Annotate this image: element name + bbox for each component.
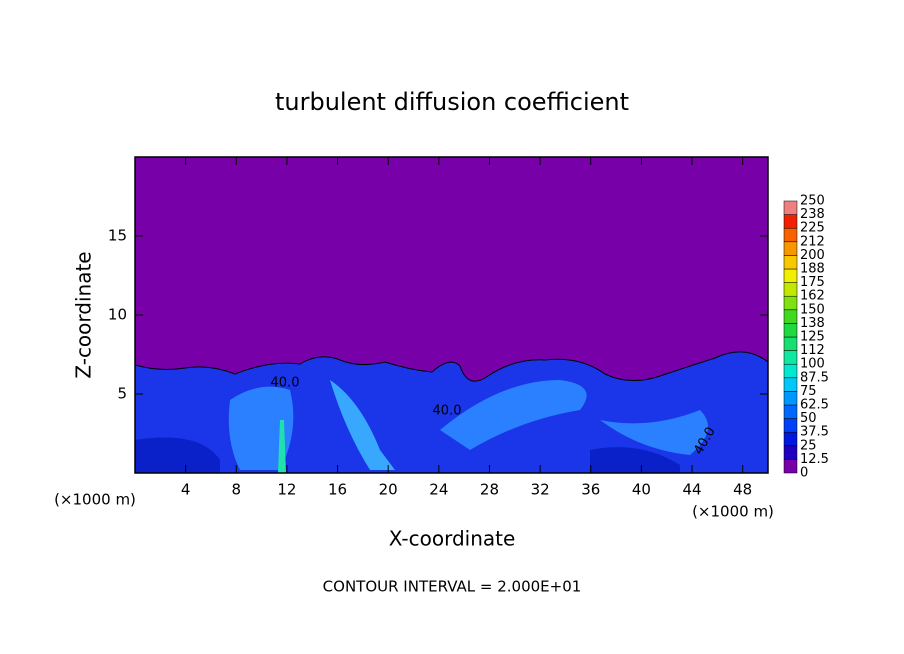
colorbar-label: 250: [800, 194, 825, 209]
colorbar-label: 62.5: [800, 398, 829, 413]
colorbar-label: 162: [800, 289, 825, 304]
x-tick-label: 16: [328, 481, 347, 499]
colorbar-label: 112: [800, 343, 825, 358]
x-tick-label: 28: [480, 481, 499, 499]
y-tick-label: 15: [108, 227, 127, 245]
x-tick-label: 4: [181, 481, 191, 499]
y-tick-label: 5: [117, 385, 127, 403]
colorbar-box: [783, 336, 798, 351]
colorbar-box: [783, 323, 798, 338]
colorbar-box: [783, 445, 798, 460]
x-tick-label: 32: [531, 481, 550, 499]
colorbar-label: 175: [800, 275, 825, 290]
x-tick-label: 44: [682, 481, 701, 499]
x-unit-label: (×1000 m): [54, 491, 136, 509]
x-tick-label: 40: [632, 481, 651, 499]
x-tick-label: 36: [581, 481, 600, 499]
y-tick-label: 10: [108, 306, 127, 324]
footer-note: CONTOUR INTERVAL = 2.000E+01: [323, 578, 582, 596]
colorbar-box: [783, 459, 798, 474]
chart-title: turbulent diffusion coefficient: [275, 88, 629, 116]
colorbar-box: [783, 255, 798, 270]
x-tick-label: 20: [379, 481, 398, 499]
colorbar-label: 37.5: [800, 425, 829, 440]
colorbar-box: [783, 391, 798, 406]
colorbar-box: [783, 418, 798, 433]
colorbar-label: 0: [800, 466, 808, 481]
colorbar-box: [783, 241, 798, 256]
field-blob: [135, 437, 220, 473]
colorbar-label: 188: [800, 262, 825, 277]
field-blob: [440, 380, 587, 450]
colorbar-box: [783, 268, 798, 283]
colorbar-box: [783, 282, 798, 297]
colorbar-box: [783, 377, 798, 392]
colorbar-box: [783, 431, 798, 447]
colorbar-box: [783, 214, 798, 229]
colorbar-label: 87.5: [800, 370, 829, 385]
colorbar-label: 225: [800, 221, 825, 236]
x-tick-label: 24: [429, 481, 448, 499]
field-blob: [590, 447, 680, 473]
field-blob: [228, 386, 294, 470]
x-tick-label: 8: [232, 481, 242, 499]
contour-label: 40.0: [271, 376, 300, 391]
x-axis-label: X-coordinate: [389, 527, 516, 551]
colorbar-box: [783, 295, 798, 311]
colorbar-box: [783, 404, 798, 419]
field-blob: [600, 410, 708, 455]
x-unit-label: (×1000 m): [692, 503, 774, 521]
y-axis-label: Z-coordinate: [72, 251, 96, 378]
field-blob: [330, 380, 395, 470]
colorbar-box: [783, 309, 798, 324]
colorbar-label: 50: [800, 411, 817, 426]
contour-label: 40.0: [433, 404, 462, 419]
field-blob: [278, 420, 286, 473]
colorbar-label: 150: [800, 302, 825, 317]
colorbar-box: [783, 350, 798, 365]
field-region: [135, 351, 768, 473]
colorbar-label: 100: [800, 357, 825, 372]
x-tick-label: 48: [733, 481, 752, 499]
field: [135, 351, 768, 473]
colorbar-label: 200: [800, 248, 825, 263]
colorbar-label: 238: [800, 207, 825, 222]
colorbar-label: 12.5: [800, 452, 829, 467]
colorbar-label: 125: [800, 330, 825, 345]
colorbar-box: [783, 363, 798, 379]
colorbar-label: 138: [800, 316, 825, 331]
colorbar-label: 212: [800, 234, 825, 249]
colorbar-label: 25: [800, 438, 817, 453]
colorbar-box: [783, 200, 798, 215]
x-tick-label: 12: [277, 481, 296, 499]
colorbar-label: 75: [800, 384, 817, 399]
colorbar-box: [783, 227, 798, 243]
